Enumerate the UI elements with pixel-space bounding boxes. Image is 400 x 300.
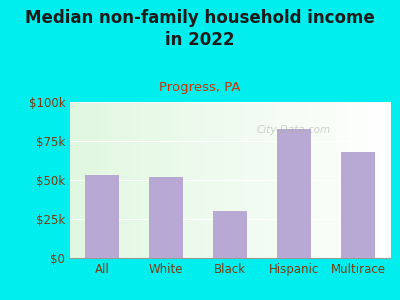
Text: City-Data.com: City-Data.com: [257, 125, 331, 135]
Bar: [213, 211, 247, 258]
Bar: [149, 177, 183, 258]
Text: Median non-family household income
in 2022: Median non-family household income in 20…: [25, 9, 375, 49]
Bar: [277, 128, 311, 258]
Bar: [85, 175, 119, 258]
Bar: [341, 152, 375, 258]
Text: Progress, PA: Progress, PA: [159, 81, 241, 94]
